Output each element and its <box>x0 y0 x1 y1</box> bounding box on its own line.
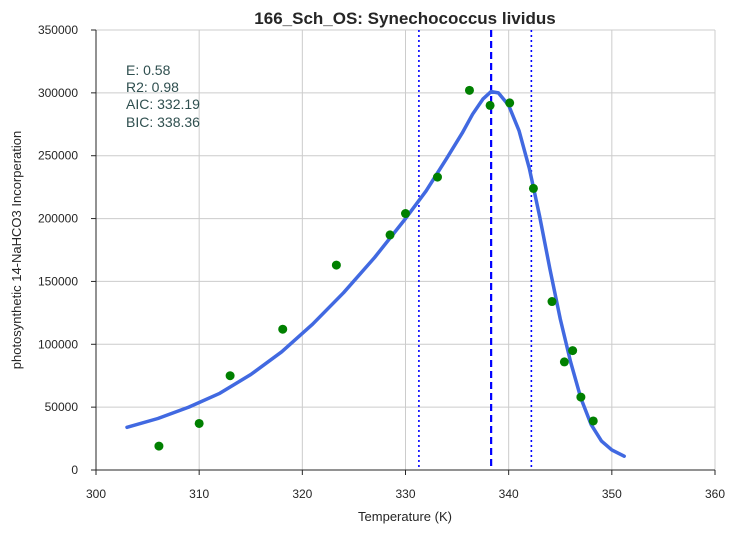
x-tick-label: 300 <box>86 487 106 501</box>
y-axis-title: photosynthetic 14-NaHCO3 Incorperation <box>9 131 24 369</box>
y-tick-label: 300000 <box>38 86 78 100</box>
y-tick-label: 50000 <box>45 400 79 414</box>
y-tick-label: 150000 <box>38 274 78 288</box>
data-point <box>154 441 164 451</box>
data-point <box>385 230 395 240</box>
data-point <box>505 98 515 108</box>
data-point <box>278 324 288 334</box>
fit-statistics: E: 0.58 R2: 0.98 AIC: 332.19 BIC: 338.36 <box>126 62 200 130</box>
y-tick-label: 200000 <box>38 212 78 226</box>
stat-r2: R2: 0.98 <box>126 79 179 95</box>
x-axis-title: Temperature (K) <box>358 509 452 524</box>
x-tick-label: 320 <box>292 487 312 501</box>
x-tick-label: 350 <box>602 487 622 501</box>
fit-curve-group <box>125 89 626 458</box>
stat-bic: BIC: 338.36 <box>126 114 200 130</box>
chart-title: 166_Sch_OS: Synechococcus lividus <box>254 9 555 28</box>
data-point <box>576 392 586 402</box>
data-point <box>559 357 569 367</box>
observed-points <box>154 85 598 451</box>
data-point <box>225 371 235 381</box>
data-point <box>528 183 538 193</box>
x-tick-label: 360 <box>705 487 725 501</box>
data-point <box>464 85 474 95</box>
y-ticks: 0 50000 100000 150000 200000 250000 300000 3500… <box>38 23 96 477</box>
data-point <box>568 346 578 356</box>
y-tick-label: 100000 <box>38 337 78 351</box>
data-point <box>194 418 204 428</box>
x-ticks: 300 310 320 330 340 350 360 <box>86 470 725 501</box>
y-tick-label: 0 <box>71 463 78 477</box>
vertical-lines <box>418 30 533 470</box>
data-point <box>588 416 598 426</box>
fit-curve <box>125 89 626 458</box>
data-point <box>331 260 341 270</box>
data-point <box>485 100 495 110</box>
stat-aic: AIC: 332.19 <box>126 96 200 112</box>
y-tick-label: 350000 <box>38 23 78 37</box>
data-point <box>432 172 442 182</box>
x-tick-label: 330 <box>395 487 415 501</box>
stat-e: E: 0.58 <box>126 62 171 78</box>
data-point <box>547 297 557 307</box>
x-tick-label: 310 <box>189 487 209 501</box>
x-tick-label: 340 <box>499 487 519 501</box>
y-tick-label: 250000 <box>38 149 78 163</box>
data-point <box>401 209 410 219</box>
